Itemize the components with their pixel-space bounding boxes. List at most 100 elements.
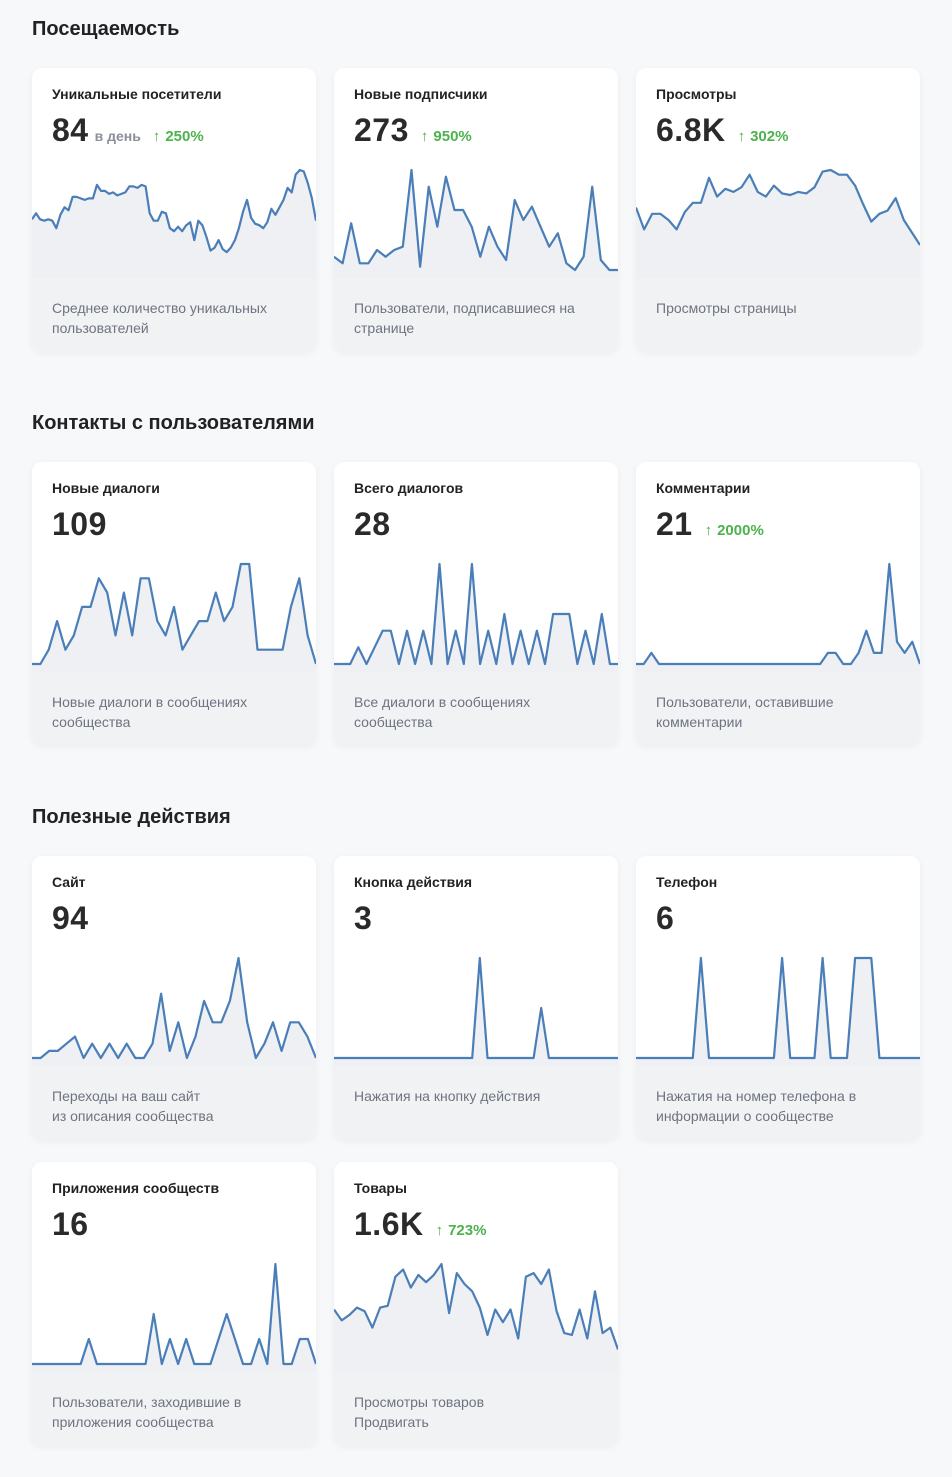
card-description-line: странице xyxy=(354,320,415,336)
sparkline-chart xyxy=(32,956,316,1066)
card-description: Пользователи, оставившие комментарии xyxy=(656,692,904,732)
sparkline-area xyxy=(334,1264,618,1372)
card-footer xyxy=(636,672,920,745)
stat-card[interactable]: Товары 1.6K ↑ 723% Просмотры товаров Продвига… xyxy=(334,1162,618,1445)
card-footer xyxy=(334,1066,618,1139)
card-value-row: 28 xyxy=(354,506,391,543)
card-description-line[interactable]: Продвигать xyxy=(354,1414,429,1430)
card-footer xyxy=(334,672,618,745)
card-description: Нажатия на кнопку действия xyxy=(354,1086,602,1106)
growth-badge: ↑ 302% xyxy=(738,128,789,145)
card-footer xyxy=(32,1372,316,1445)
sparkline-line xyxy=(334,168,618,272)
card-description: Пользователи, заходившие в приложения соо… xyxy=(52,1392,300,1432)
sparkline-area xyxy=(636,170,920,278)
growth-value: 2000% xyxy=(717,522,764,539)
card-value: 28 xyxy=(354,506,391,542)
stat-card[interactable]: Приложения сообществ 16 Пользователи, захо… xyxy=(32,1162,316,1445)
sparkline-line xyxy=(32,168,316,254)
card-description-line: из описания сообщества xyxy=(52,1108,214,1124)
sparkline-line xyxy=(334,956,618,1060)
stat-card[interactable]: Кнопка действия 3 Нажатия на кнопку действ… xyxy=(334,856,618,1139)
card-value: 1.6K xyxy=(354,1206,424,1242)
sparkline-chart xyxy=(32,168,316,278)
card-value-row: 84 в день ↑ 250% xyxy=(52,112,204,149)
card-footer xyxy=(636,1066,920,1139)
card-value: 6 xyxy=(656,900,675,936)
stat-card[interactable]: Комментарии 21 ↑ 2000% Пользователи, оставив… xyxy=(636,462,920,745)
card-title: Приложения сообществ xyxy=(52,1180,220,1196)
growth-badge: ↑ 250% xyxy=(153,128,204,145)
card-value-row: 6.8K ↑ 302% xyxy=(656,112,788,149)
card-description-line: Нажатия на кнопку действия xyxy=(354,1088,541,1104)
card-title: Кнопка действия xyxy=(354,874,472,890)
card-footer xyxy=(32,1066,316,1139)
stat-card[interactable]: Новые диалоги 109 Новые диалоги в сообщени… xyxy=(32,462,316,745)
card-description-line: Просмотры товаров xyxy=(354,1394,485,1410)
card-description-line: сообщества xyxy=(52,714,131,730)
card-description: Переходы на ваш сайт из описания сообщест… xyxy=(52,1086,300,1126)
stat-card[interactable]: Сайт 94 Переходы на ваш сайт из описания со… xyxy=(32,856,316,1139)
sparkline-line xyxy=(32,1262,316,1366)
sparkline-chart xyxy=(334,562,618,672)
card-title: Комментарии xyxy=(656,480,751,496)
sparkline-line xyxy=(636,562,920,666)
arrow-up-icon: ↑ xyxy=(704,522,713,539)
card-footer xyxy=(334,1372,618,1445)
card-title: Новые диалоги xyxy=(52,480,160,496)
sparkline-line xyxy=(636,956,920,1060)
card-description-line: Нажатия на номер телефона в xyxy=(656,1088,857,1104)
card-value-row: 16 xyxy=(52,1206,89,1243)
sparkline-area xyxy=(32,958,316,1066)
card-description: Просмотры товаров Продвигать xyxy=(354,1392,602,1432)
card-footer xyxy=(636,278,920,351)
card-value-row: 109 xyxy=(52,506,107,543)
sparkline-chart xyxy=(334,1262,618,1372)
card-description-line: пользователей xyxy=(52,320,149,336)
card-footer xyxy=(32,672,316,745)
card-description: Пользователи, подписавшиеся на странице xyxy=(354,298,602,338)
growth-value: 723% xyxy=(448,1222,487,1239)
card-title: Новые подписчики xyxy=(354,86,488,102)
section-title: Полезные действия xyxy=(32,806,231,828)
card-description-line: Новые диалоги в сообщениях xyxy=(52,694,248,710)
card-description-line: Среднее количество уникальных xyxy=(52,300,267,316)
card-title: Телефон xyxy=(656,874,718,890)
card-description-line: сообщества xyxy=(354,714,433,730)
sparkline-line xyxy=(334,1262,618,1350)
card-description: Просмотры страницы xyxy=(656,298,904,318)
stat-card[interactable]: Всего диалогов 28 Все диалоги в сообщениях… xyxy=(334,462,618,745)
growth-value: 302% xyxy=(750,128,789,145)
growth-badge: ↑ 723% xyxy=(436,1222,487,1239)
stat-card[interactable]: Новые подписчики 273 ↑ 950% Пользователи, по… xyxy=(334,68,618,351)
growth-badge: ↑ 2000% xyxy=(705,522,764,539)
card-description: Нажатия на номер телефона в информации о … xyxy=(656,1086,904,1126)
card-value: 3 xyxy=(354,900,373,936)
card-description-line: Пользователи, подписавшиеся на xyxy=(354,300,575,316)
card-value-row: 21 ↑ 2000% xyxy=(656,506,764,543)
card-footer xyxy=(32,278,316,351)
card-value-row: 3 xyxy=(354,900,372,937)
growth-value: 250% xyxy=(165,128,204,145)
card-value-row: 273 ↑ 950% xyxy=(354,112,472,149)
card-value-row: 1.6K ↑ 723% xyxy=(354,1206,486,1243)
sparkline-area xyxy=(334,170,618,278)
card-title: Уникальные посетители xyxy=(52,86,222,102)
card-description-line: Пользователи, заходившие в xyxy=(52,1394,242,1410)
stat-card[interactable]: Уникальные посетители 84 в день ↑ 250% Средне… xyxy=(32,68,316,351)
card-description-line: Пользователи, оставившие xyxy=(656,694,834,710)
sparkline-area xyxy=(32,564,316,672)
sparkline-chart xyxy=(32,562,316,672)
card-description-line: информации о сообществе xyxy=(656,1108,834,1124)
card-value: 6.8K xyxy=(656,112,726,148)
card-description-line: Переходы на ваш сайт xyxy=(52,1088,201,1104)
sparkline-chart xyxy=(636,168,920,278)
sparkline-chart xyxy=(334,956,618,1066)
stat-card[interactable]: Просмотры 6.8K ↑ 302% Просмотры страницы xyxy=(636,68,920,351)
sparkline-line xyxy=(636,168,920,246)
sparkline-area xyxy=(636,564,920,672)
sparkline-chart xyxy=(636,562,920,672)
sparkline-area xyxy=(32,170,316,278)
sparkline-line xyxy=(334,562,618,666)
stat-card[interactable]: Телефон 6 Нажатия на номер телефона в инфор… xyxy=(636,856,920,1139)
